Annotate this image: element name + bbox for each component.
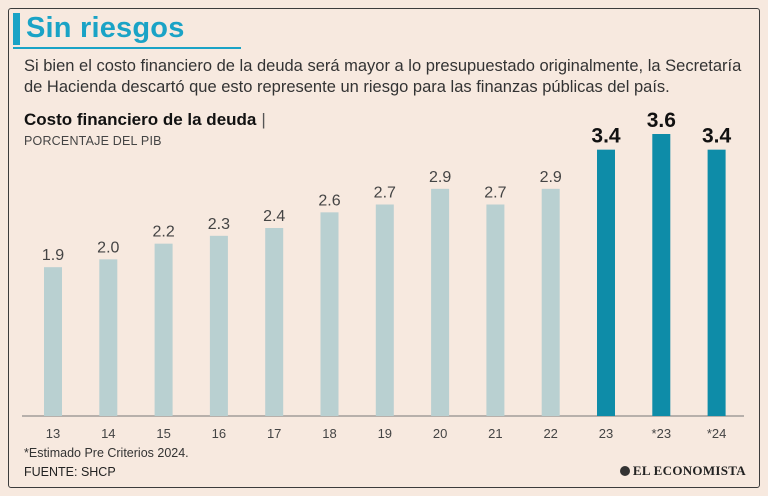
page-title: Sin riesgos xyxy=(26,12,185,44)
chart-title: Costo financiero de la deuda | xyxy=(24,110,266,130)
x-tick-label: 19 xyxy=(378,426,392,441)
bar-value-label: 3.6 xyxy=(647,109,676,132)
bar xyxy=(375,204,394,416)
bar xyxy=(265,228,284,416)
brand-logo: EL ECONOMISTA xyxy=(619,463,746,479)
x-tick-label: 23 xyxy=(599,426,613,441)
bar-value-label: 2.3 xyxy=(208,216,230,233)
subtitle: Si bien el costo financiero de la deuda … xyxy=(24,57,742,96)
chart-unit-label: PORCENTAJE DEL PIB xyxy=(24,134,162,148)
infographic-frame xyxy=(8,8,760,488)
bar-value-label: 3.4 xyxy=(702,125,732,148)
bar-value-label: 2.7 xyxy=(484,185,506,202)
bar-value-label: 2.9 xyxy=(429,169,451,186)
x-tick-label: 18 xyxy=(322,426,336,441)
x-tick-label: 17 xyxy=(267,426,281,441)
bar-value-label: 2.2 xyxy=(152,224,174,241)
x-tick-label: 16 xyxy=(212,426,226,441)
x-tick-label: 13 xyxy=(46,426,60,441)
bar-value-label: 2.6 xyxy=(318,192,340,209)
bar xyxy=(652,134,671,416)
bar xyxy=(486,204,505,416)
bar-value-label: 1.9 xyxy=(42,247,64,264)
globe-icon xyxy=(619,466,630,476)
bar xyxy=(597,149,615,416)
x-tick-label: 14 xyxy=(101,426,115,441)
bar xyxy=(154,243,173,416)
title-accent-bar xyxy=(13,13,20,45)
bar-value-label: 2.7 xyxy=(374,185,396,202)
x-tick-label: 20 xyxy=(433,426,447,441)
bar-value-label: 2.4 xyxy=(263,208,285,225)
chart-title-text: Costo financiero de la deuda xyxy=(24,110,257,129)
x-tick-label: 15 xyxy=(156,426,170,441)
bar xyxy=(541,188,560,416)
x-tick-label: *24 xyxy=(707,426,727,441)
chart-title-separator: | xyxy=(261,110,266,129)
bar-value-label: 2.0 xyxy=(97,239,119,256)
bar xyxy=(431,188,450,416)
footnote: *Estimado Pre Criterios 2024. xyxy=(24,446,189,460)
source-label: FUENTE: SHCP xyxy=(24,465,116,479)
bar-value-label: 2.9 xyxy=(540,169,562,186)
bar xyxy=(320,212,339,416)
bar xyxy=(209,235,228,416)
x-tick-label: 21 xyxy=(488,426,502,441)
title-underline xyxy=(13,47,241,49)
x-tick-label: *23 xyxy=(652,426,672,441)
bar-value-label: 3.4 xyxy=(591,125,621,148)
bar xyxy=(707,149,726,416)
bar xyxy=(99,259,118,416)
brand-name: EL ECONOMISTA xyxy=(632,463,746,478)
x-tick-label: 22 xyxy=(543,426,557,441)
bar xyxy=(44,267,62,416)
